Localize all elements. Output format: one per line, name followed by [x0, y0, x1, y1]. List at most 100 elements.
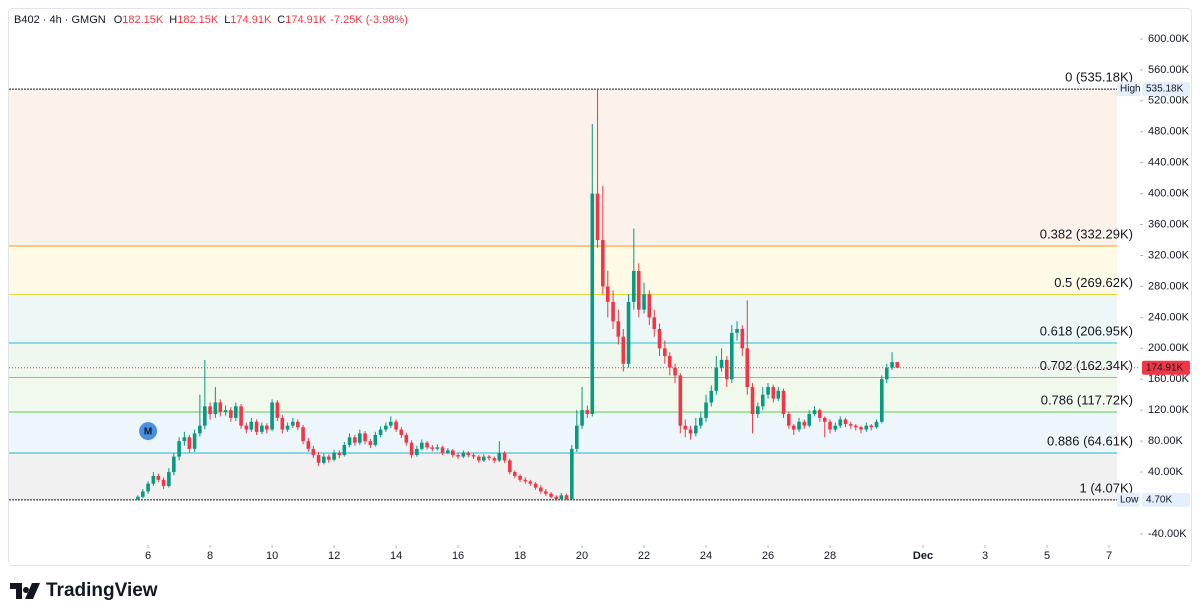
candle-body	[787, 414, 791, 426]
candle-body	[590, 193, 595, 415]
price-tag-value: 535.18K	[1146, 84, 1184, 95]
candle-body	[838, 419, 843, 426]
brand: TradingView	[10, 580, 158, 602]
candle-body	[440, 447, 445, 453]
candle-body	[729, 332, 734, 380]
candle-body	[523, 479, 528, 482]
candle-body	[161, 479, 166, 486]
ohlc-value: 182.15K	[122, 14, 164, 26]
ohlc-value: 182.15K	[177, 14, 219, 26]
candle-body	[859, 427, 863, 430]
x-tick-label: 10	[266, 550, 278, 562]
candle-body	[399, 429, 404, 435]
candle-body	[735, 328, 739, 333]
candle-body	[373, 434, 378, 445]
fib-label: 0.886 (64.61K)	[1047, 433, 1133, 448]
candle-body	[198, 425, 202, 434]
x-tick-label: 26	[762, 550, 774, 562]
ohlc-value: 174.91K	[230, 14, 272, 26]
y-tick-label: -40.00K	[1148, 528, 1187, 540]
candle-body	[828, 421, 832, 430]
y-tick-label: 120.00K	[1148, 404, 1190, 416]
x-tick-label: 3	[982, 550, 988, 562]
candle-body	[451, 450, 455, 456]
candle-body	[177, 441, 181, 457]
candle-body	[750, 386, 755, 415]
candle-body	[192, 433, 197, 449]
price-tag-label-box	[1117, 82, 1140, 97]
x-tick-label: 20	[576, 550, 588, 562]
fib-label: 0.382 (332.29K)	[1040, 226, 1133, 241]
candle-body	[719, 359, 724, 368]
candle-body	[492, 458, 497, 461]
fib-label: 0.702 (162.34K)	[1040, 358, 1133, 373]
fib-band	[9, 342, 1117, 378]
candle-body	[688, 429, 693, 434]
candle-body	[353, 437, 357, 443]
candle-body	[497, 452, 502, 461]
y-tick-label: 160.00K	[1148, 373, 1190, 385]
candle-body	[384, 425, 388, 430]
candle-body	[182, 437, 187, 442]
ohlc-key: C	[277, 14, 286, 26]
candle-body	[595, 193, 600, 241]
candle-body	[740, 328, 745, 349]
candle-body	[533, 483, 538, 488]
candle-body	[471, 455, 476, 457]
brand-name: TradingView	[46, 580, 158, 601]
candle-body	[554, 496, 559, 500]
y-tick-label: 40.00K	[1148, 466, 1184, 478]
candle-body	[766, 386, 770, 395]
candle-body	[487, 456, 491, 459]
symbol-title: B402 · 4h · GMGN	[14, 14, 106, 26]
candle-body	[254, 421, 259, 432]
candle-body	[446, 450, 450, 453]
candle-body	[518, 475, 522, 480]
candle-body	[275, 402, 280, 418]
candle-body	[508, 460, 512, 473]
y-tick-label: 560.00K	[1148, 64, 1190, 76]
candle-body	[409, 442, 414, 456]
candle-body	[636, 270, 641, 310]
candle-body	[833, 425, 838, 430]
candle-body	[430, 447, 435, 449]
fib-band	[9, 245, 1117, 295]
candle-body	[869, 425, 874, 428]
brand-logo	[10, 583, 40, 599]
candle-body	[229, 410, 233, 418]
y-tick-label: 320.00K	[1148, 249, 1190, 261]
x-tick-label: 22	[638, 550, 650, 562]
candle-body	[667, 356, 672, 368]
candle-body	[632, 270, 636, 302]
candle-body	[270, 402, 274, 430]
candle-body	[694, 425, 698, 434]
candle-body	[760, 394, 765, 407]
candle-body	[884, 367, 889, 380]
price-tag-value: 174.91K	[1146, 362, 1184, 373]
price-tag-box	[1142, 360, 1190, 375]
candle-body	[404, 434, 409, 443]
candle-body	[574, 425, 579, 449]
candle-body	[709, 390, 714, 403]
candle-body	[849, 424, 853, 426]
candle-body	[378, 429, 383, 435]
candle-body	[167, 472, 171, 486]
candle-body	[543, 491, 548, 494]
candle-body	[864, 425, 869, 430]
candle-body	[223, 410, 228, 412]
candle-body	[296, 421, 300, 428]
fib-label: 0.786 (117.72K)	[1041, 392, 1133, 407]
candle-body	[146, 483, 150, 492]
candle-body	[673, 367, 677, 376]
candle-body	[420, 442, 424, 449]
candle-body	[539, 487, 543, 492]
price-tag-box	[1142, 82, 1190, 97]
fib-band	[9, 377, 1117, 412]
y-tick-label: 240.00K	[1148, 311, 1190, 323]
candle-body	[322, 456, 326, 463]
candle-body	[771, 386, 776, 399]
candle-body	[156, 475, 161, 480]
y-tick-label: 440.00K	[1148, 157, 1190, 169]
fib-band	[9, 89, 1117, 246]
